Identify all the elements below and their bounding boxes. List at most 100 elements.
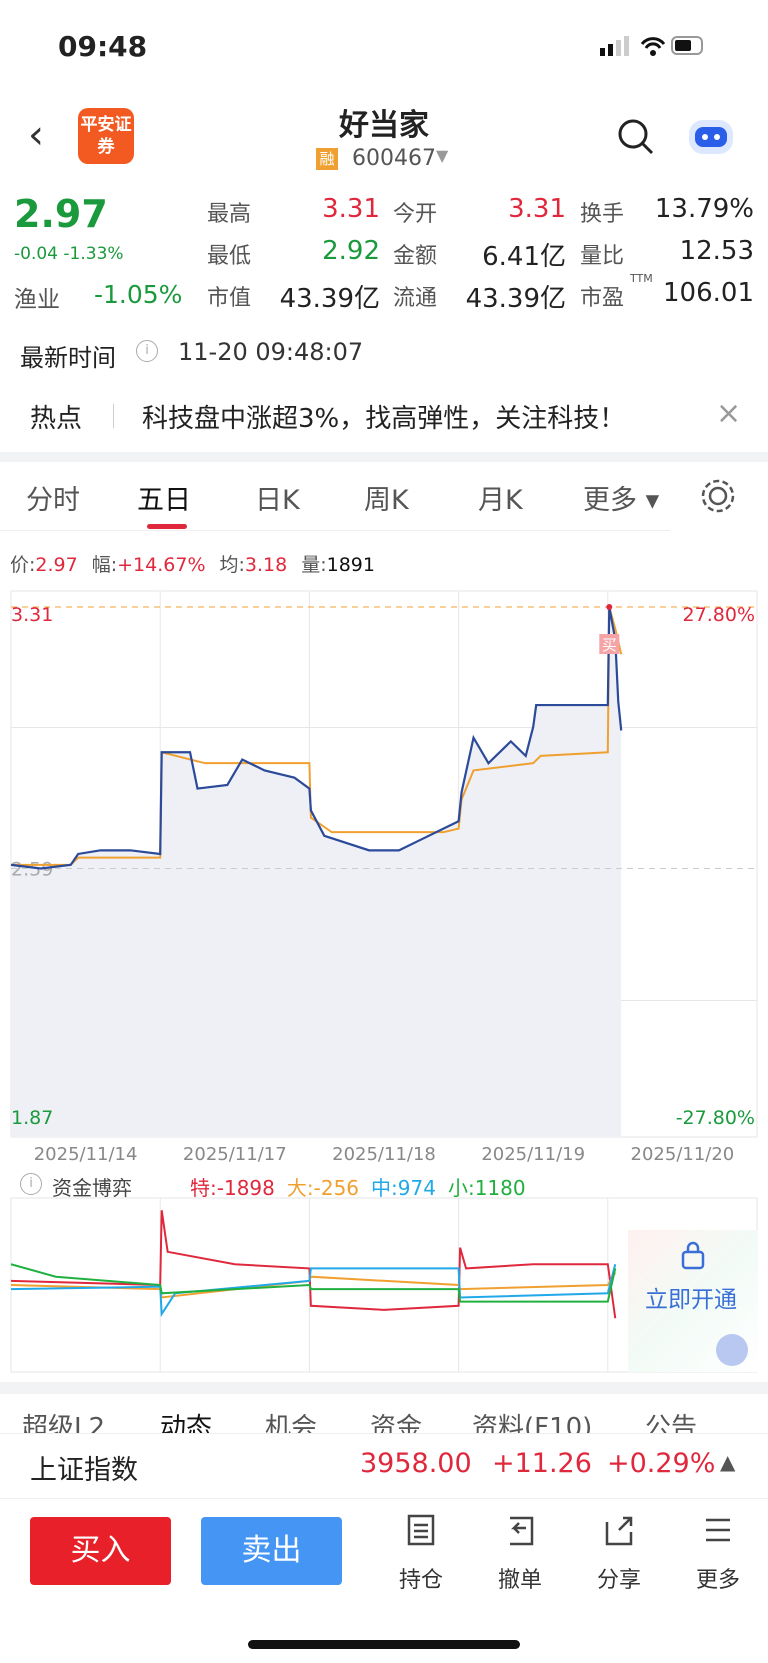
status-icons (600, 34, 710, 58)
index-name: 上证指数 (30, 1455, 138, 1486)
price-line (10, 606, 623, 870)
field-value: 3.31 (322, 194, 380, 224)
field-value: 6.41亿 (482, 242, 566, 272)
sub-tab[interactable]: 资料(F10) (472, 1413, 593, 1433)
info-label: 量: (301, 554, 327, 576)
legend-value: 1180 (474, 1176, 526, 1200)
tab-indicator (147, 524, 187, 529)
action-label[interactable]: 撤单 (497, 1568, 542, 1593)
lock-text[interactable]: 立即开通 (645, 1287, 737, 1313)
action-icon[interactable] (401, 1510, 441, 1550)
x-tick-label: 2025/11/17 (183, 1144, 287, 1165)
tab[interactable]: 更多 ▾ (583, 485, 660, 516)
field-label: 最高 (207, 202, 252, 227)
field-value: 13.79% (654, 194, 754, 224)
flow-title: 资金博弈 (52, 1176, 132, 1200)
tab[interactable]: 五日 (137, 485, 191, 516)
field-label: 流通 (393, 286, 438, 311)
price-change: -0.04 -1.33% (14, 244, 124, 264)
field-value: 12.53 (679, 236, 754, 266)
sub-tab[interactable]: 机会 (265, 1413, 318, 1433)
divider (0, 530, 670, 531)
action-icon[interactable] (599, 1510, 639, 1550)
legend-value: 974 (397, 1176, 436, 1200)
field-label: 市值 (207, 286, 252, 311)
stock-title: 好当家 (339, 108, 429, 143)
index-value: 3958.00 (360, 1448, 472, 1479)
icon-shape (407, 1514, 435, 1546)
back-button[interactable]: ‹ (28, 112, 44, 158)
sub-tabs: 超级L2 动态 机会 资金 资料(F10) 公告 (0, 1395, 768, 1433)
field-value: 3.31 (508, 194, 566, 224)
y2-tick-label: 27.80% (683, 604, 755, 626)
lock-overlay[interactable]: 立即开通 (628, 1230, 758, 1372)
close-hot[interactable]: × (716, 396, 742, 431)
action-label[interactable]: 分享 (596, 1568, 641, 1593)
home-indicator (248, 1640, 520, 1649)
buy-button[interactable]: 买入 (30, 1517, 171, 1585)
hot-text[interactable]: 科技盘中涨超3%，找高弹性，关注科技！ (142, 404, 626, 434)
robot-icon[interactable] (686, 114, 736, 158)
sub-tab[interactable]: 动态 (160, 1413, 213, 1433)
flow-line (10, 1263, 617, 1303)
status-time: 09:48 (58, 30, 148, 63)
buy-marker: 买 (602, 636, 617, 654)
flow-line (10, 1272, 617, 1299)
stock-code[interactable]: 600467 (352, 146, 436, 171)
high-dot (606, 604, 613, 610)
index-change: +11.26 (492, 1448, 592, 1479)
info-label: 均: (219, 554, 245, 576)
action-icon[interactable] (500, 1510, 540, 1550)
broker-logo[interactable]: 平安证券 (78, 108, 134, 164)
field-value: 106.01 (663, 278, 754, 308)
sector-change: -1.05% (94, 280, 183, 309)
icon-shape (510, 1516, 534, 1546)
info-label: 价: (10, 554, 36, 576)
price-area (11, 607, 622, 1137)
field-label: 金额 (393, 244, 438, 269)
sub-tab[interactable]: 资金 (370, 1413, 423, 1433)
expand-arrow[interactable]: ▲ (720, 1450, 736, 1474)
field-value: 43.39亿 (279, 284, 380, 314)
sub-tab[interactable]: 超级L2 (22, 1413, 106, 1433)
tab[interactable]: 分时 (26, 485, 80, 516)
info-icon[interactable]: i (136, 340, 158, 362)
field-label: 换手 (580, 202, 625, 227)
info-value: 1891 (326, 554, 375, 576)
search-icon[interactable] (616, 117, 656, 157)
info-label: 幅: (91, 554, 118, 576)
action-label[interactable]: 更多 (695, 1568, 740, 1593)
expand-icon[interactable] (716, 1334, 748, 1366)
hot-label: 热点 (30, 404, 83, 434)
action-icon[interactable] (698, 1510, 738, 1550)
update-time: 11-20 09:48:07 (178, 338, 364, 366)
tab[interactable]: 月K (478, 485, 523, 516)
info-value: +14.67% (117, 554, 206, 576)
settings-icon[interactable] (700, 478, 736, 514)
index-bar[interactable]: 上证指数 3958.00 +11.26 +0.29% ▲ (0, 1433, 768, 1499)
field-value: 43.39亿 (465, 284, 566, 314)
tab[interactable]: 日K (255, 485, 300, 516)
sell-button[interactable]: 卖出 (201, 1517, 342, 1585)
avg-line (11, 606, 623, 866)
buy-marker-box (599, 634, 620, 654)
separator (0, 1382, 768, 1394)
separator (0, 452, 768, 462)
x-tick-label: 2025/11/18 (332, 1144, 436, 1165)
action-label[interactable]: 持仓 (398, 1568, 443, 1593)
sub-tab[interactable]: 公告 (645, 1413, 698, 1433)
x-tick-label: 2025/11/20 (631, 1144, 735, 1165)
legend-value: -1898 (216, 1176, 275, 1200)
field-label: 市盈 (580, 286, 625, 311)
sector: 渔业 (14, 287, 60, 313)
info-icon[interactable]: i (20, 1173, 42, 1195)
tab[interactable]: 周K (364, 485, 409, 516)
field-label: 量比 (580, 244, 625, 269)
chart-layer: 2025/11/14 2025/11/17 2025/11/18 2025/11/19… (10, 590, 758, 1373)
legend-name: 特: (190, 1176, 217, 1200)
legend-name: 中: (371, 1176, 398, 1200)
code-dropdown[interactable]: ▼ (436, 146, 449, 165)
x-tick-label: 2025/11/19 (481, 1144, 585, 1165)
info-row: 价:2.97 幅:+14.67% 均:3.18 量:1891 (10, 550, 389, 577)
margin-badge: 融 (316, 148, 338, 170)
